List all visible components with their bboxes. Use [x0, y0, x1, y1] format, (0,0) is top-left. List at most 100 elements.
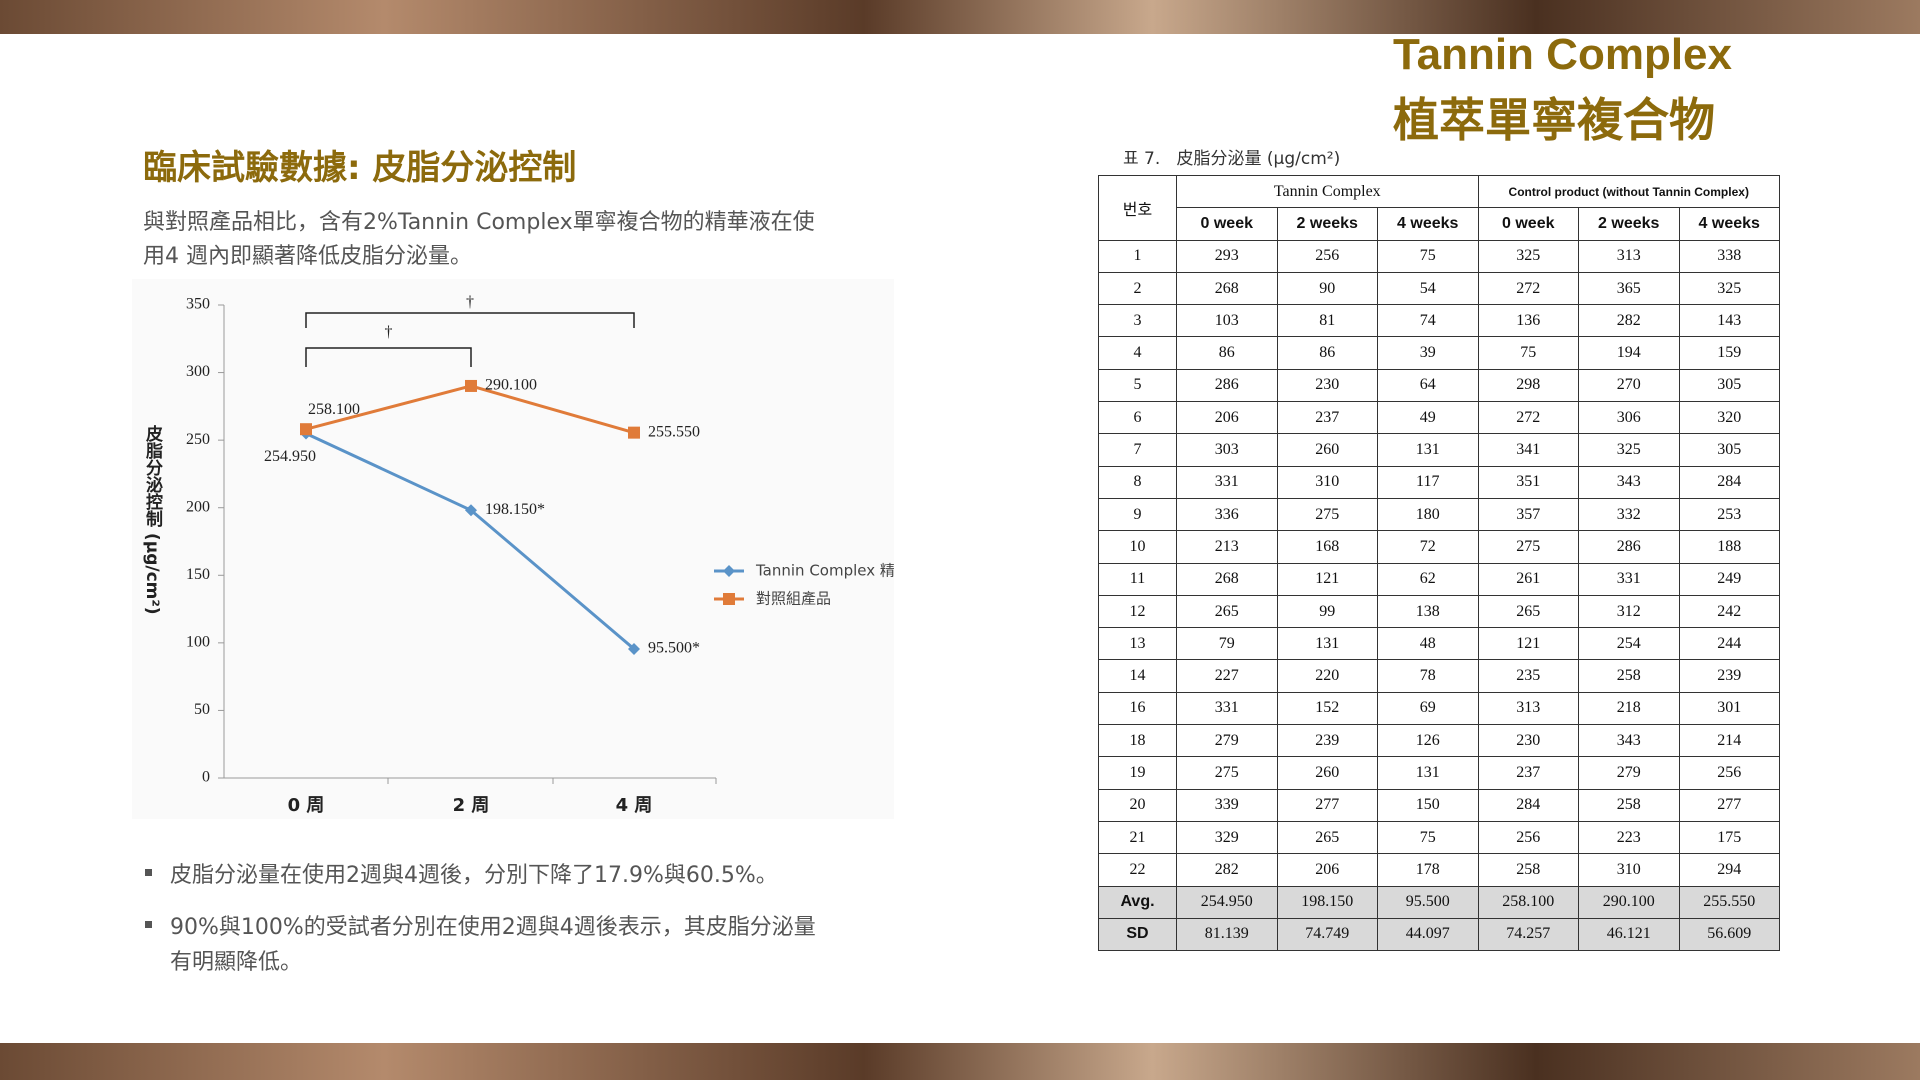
table-cell: 351 [1477, 465, 1579, 499]
table-cell: 175 [1678, 820, 1780, 855]
table-cell: 270 [1578, 368, 1680, 403]
table-cell: 237 [1276, 401, 1378, 435]
table-cell: 9 [1098, 497, 1177, 532]
table-cell: 256 [1477, 820, 1579, 855]
table-cell: 198.150 [1276, 885, 1378, 919]
column-header: 0 week [1477, 207, 1579, 241]
x-tick-label: 2 周 [453, 795, 490, 816]
y-tick-label: 350 [186, 296, 210, 313]
bottom-banner [0, 1043, 1920, 1080]
table-row: 10 213 168 72 275 286 188 [1098, 530, 1780, 564]
table-cell: 325 [1578, 433, 1680, 467]
table-cell: 253 [1678, 497, 1780, 532]
table-cell: 258.100 [1477, 885, 1579, 919]
table-cell: 131 [1276, 627, 1378, 661]
table-row: 2 268 90 54 272 365 325 [1098, 271, 1780, 306]
paragraph-line: 與對照產品相比，含有2%Tannin Complex單寧複合物的精華液在使 [143, 210, 815, 235]
x-tick-label: 4 周 [616, 795, 653, 816]
legend-label: Tannin Complex 精華 [755, 562, 894, 580]
table-row: 20 339 277 150 284 258 277 [1098, 788, 1780, 822]
table-cell: 220 [1276, 659, 1378, 693]
table-cell: 312 [1578, 594, 1680, 629]
table-cell: 301 [1678, 691, 1780, 726]
table-cell: 365 [1578, 271, 1680, 306]
header-cell: Tannin Complex [1176, 174, 1479, 209]
table-cell: 20 [1098, 788, 1177, 822]
table-cell: 48 [1377, 627, 1479, 661]
table-row: SD 81.139 74.749 44.097 74.257 46.121 56.609 [1098, 917, 1780, 952]
table-cell: 117 [1377, 465, 1479, 499]
table-row: 19 275 260 131 237 279 256 [1098, 756, 1780, 790]
data-label: 95.500* [648, 640, 700, 657]
table-cell: 150 [1377, 788, 1479, 822]
table-row: 1 293 256 75 325 313 338 [1098, 239, 1780, 273]
top-banner [0, 0, 1920, 34]
table-cell: 284 [1477, 788, 1579, 822]
table-cell: 62 [1377, 562, 1479, 596]
table-cell: 329 [1176, 820, 1278, 855]
legend-marker [723, 565, 735, 577]
data-label: 254.950 [264, 448, 316, 465]
data-table: 번호 Tannin Complex Control product (witho… [1098, 174, 1780, 952]
table-cell: 213 [1176, 530, 1278, 564]
table-cell: 306 [1578, 401, 1680, 435]
y-tick-label: 50 [194, 701, 210, 718]
table-cell: 168 [1276, 530, 1378, 564]
table-cell: 275 [1276, 497, 1378, 532]
table-cell: 282 [1176, 853, 1278, 887]
table-cell: 275 [1176, 756, 1278, 790]
table-row: 21 329 265 75 256 223 175 [1098, 820, 1780, 855]
table-cell: 121 [1276, 562, 1378, 596]
table-cell: 7 [1098, 433, 1177, 467]
table-cell: 11 [1098, 562, 1177, 596]
significance-label: † [385, 324, 393, 341]
table-cell: SD [1098, 917, 1177, 952]
table-cell: 331 [1578, 562, 1680, 596]
table-cell: 74.257 [1477, 917, 1579, 952]
y-tick-label: 100 [186, 634, 210, 651]
table-cell: 206 [1276, 853, 1378, 887]
table-cell: 14 [1098, 659, 1177, 693]
table-cell: 303 [1176, 433, 1278, 467]
table-cell: 1 [1098, 239, 1177, 273]
table-cell: 12 [1098, 594, 1177, 629]
table-cell: 305 [1678, 433, 1780, 467]
table-cell: 75 [1377, 239, 1479, 273]
significance-bracket [305, 347, 472, 367]
table-cell: 293 [1176, 239, 1278, 273]
table-row: 4 86 86 39 75 194 159 [1098, 336, 1780, 370]
header-cell: 번호 [1098, 175, 1177, 241]
table-cell: 3 [1098, 304, 1177, 338]
table-cell: 325 [1678, 271, 1780, 306]
chart-background [132, 279, 894, 819]
header-row: 0 week 2 weeks 4 weeks 0 week 2 weeks 4 weeks [1099, 207, 1780, 241]
table-cell: 22 [1098, 853, 1177, 887]
header-cell: Control product (without Tannin Complex) [1477, 174, 1780, 209]
legend-label: 對照組產品 [756, 590, 831, 608]
table-cell: 249 [1678, 562, 1780, 596]
table-cell: 357 [1477, 497, 1579, 532]
table-cell: 310 [1578, 853, 1680, 887]
table-cell: 46.121 [1578, 917, 1680, 952]
y-tick-label: 200 [186, 498, 210, 515]
table-row: 3 103 81 74 136 282 143 [1098, 304, 1780, 338]
table-cell: 21 [1098, 820, 1177, 855]
table-cell: 159 [1678, 336, 1780, 370]
y-axis-label: 皮脂分泌控制 (μg/cm²) [142, 425, 162, 615]
table-cell: 265 [1477, 594, 1579, 629]
table-cell: 338 [1678, 239, 1780, 273]
table-cell: 313 [1477, 691, 1579, 726]
subtitle: 植萃單寧複合物 [1393, 93, 1715, 147]
table-cell: 218 [1578, 691, 1680, 726]
table-cell: 239 [1276, 724, 1378, 758]
table-cell: 343 [1578, 465, 1680, 499]
column-header: 4 weeks [1678, 207, 1780, 241]
table-cell: 56.609 [1678, 917, 1780, 952]
table-cell: 332 [1578, 497, 1680, 532]
table-row: 14 227 220 78 235 258 239 [1098, 659, 1780, 693]
y-tick-label: 300 [186, 363, 210, 380]
table-cell: 19 [1098, 756, 1177, 790]
table-cell: 277 [1276, 788, 1378, 822]
table-cell: 256 [1276, 239, 1378, 273]
